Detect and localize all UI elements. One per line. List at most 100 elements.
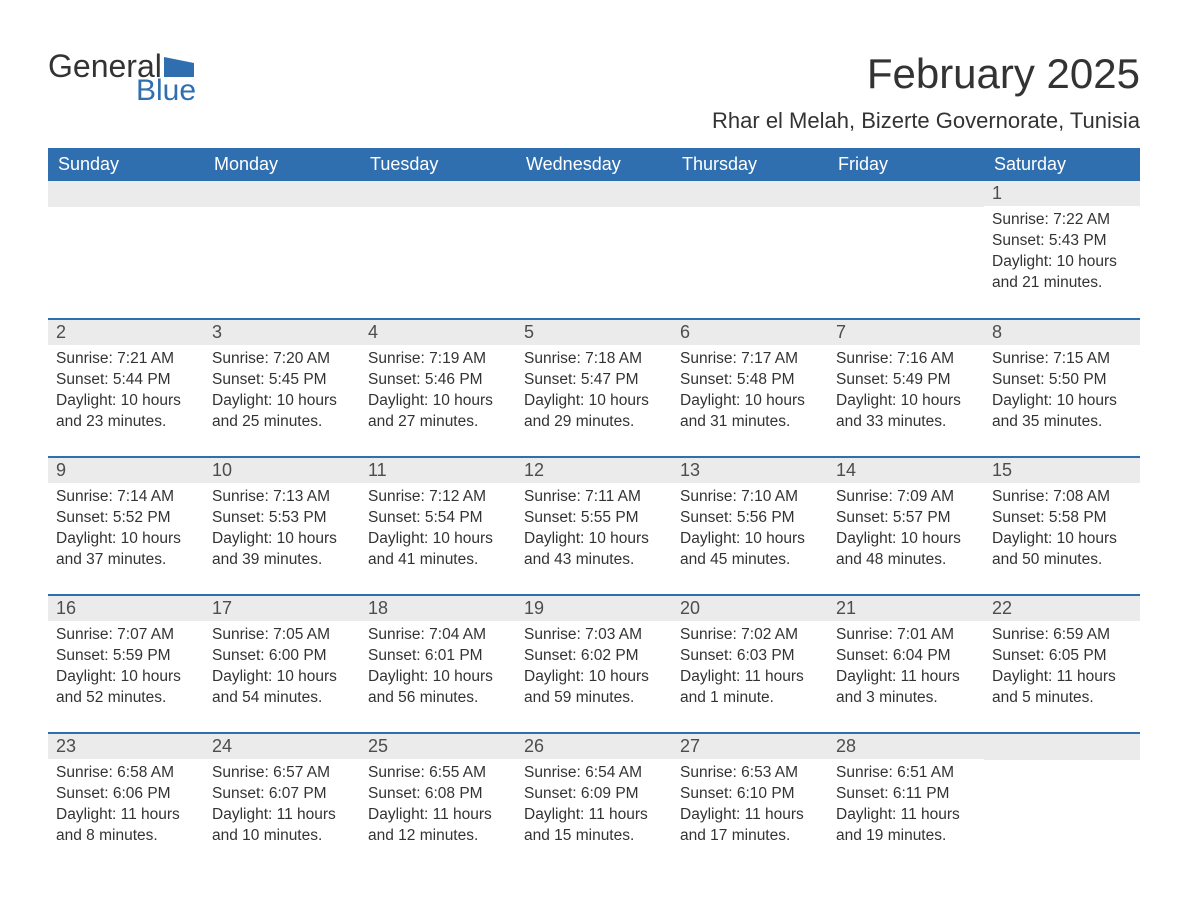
day-cell: 24Sunrise: 6:57 AMSunset: 6:07 PMDayligh… xyxy=(204,733,360,871)
day-cell xyxy=(516,181,672,319)
sunrise-text: Sunrise: 7:02 AM xyxy=(680,625,820,646)
daylight-text: Daylight: 10 hours and 48 minutes. xyxy=(836,529,976,571)
sunset-text: Sunset: 5:50 PM xyxy=(992,370,1132,391)
sunrise-text: Sunrise: 6:54 AM xyxy=(524,763,664,784)
day-cell xyxy=(360,181,516,319)
day-cell: 19Sunrise: 7:03 AMSunset: 6:02 PMDayligh… xyxy=(516,595,672,733)
day-number: 13 xyxy=(672,458,828,483)
sunset-text: Sunset: 5:56 PM xyxy=(680,508,820,529)
daylight-text: Daylight: 10 hours and 45 minutes. xyxy=(680,529,820,571)
sunrise-text: Sunrise: 7:04 AM xyxy=(368,625,508,646)
daylight-text: Daylight: 11 hours and 5 minutes. xyxy=(992,667,1132,709)
daylight-text: Daylight: 10 hours and 27 minutes. xyxy=(368,391,508,433)
day-cell: 5Sunrise: 7:18 AMSunset: 5:47 PMDaylight… xyxy=(516,319,672,457)
day-body: Sunrise: 6:59 AMSunset: 6:05 PMDaylight:… xyxy=(984,621,1140,717)
location: Rhar el Melah, Bizerte Governorate, Tuni… xyxy=(712,108,1140,134)
sunrise-text: Sunrise: 6:55 AM xyxy=(368,763,508,784)
day-number: 23 xyxy=(48,734,204,759)
day-number: 21 xyxy=(828,596,984,621)
sunset-text: Sunset: 5:46 PM xyxy=(368,370,508,391)
sunrise-text: Sunrise: 7:13 AM xyxy=(212,487,352,508)
sunrise-text: Sunrise: 6:53 AM xyxy=(680,763,820,784)
sunset-text: Sunset: 6:04 PM xyxy=(836,646,976,667)
sunset-text: Sunset: 5:48 PM xyxy=(680,370,820,391)
sunset-text: Sunset: 5:44 PM xyxy=(56,370,196,391)
weekday-header: Monday xyxy=(204,148,360,181)
day-number xyxy=(516,181,672,207)
day-number: 16 xyxy=(48,596,204,621)
week-row: 16Sunrise: 7:07 AMSunset: 5:59 PMDayligh… xyxy=(48,595,1140,733)
day-body: Sunrise: 6:57 AMSunset: 6:07 PMDaylight:… xyxy=(204,759,360,855)
sunset-text: Sunset: 6:00 PM xyxy=(212,646,352,667)
daylight-text: Daylight: 10 hours and 56 minutes. xyxy=(368,667,508,709)
day-body: Sunrise: 6:51 AMSunset: 6:11 PMDaylight:… xyxy=(828,759,984,855)
day-cell: 20Sunrise: 7:02 AMSunset: 6:03 PMDayligh… xyxy=(672,595,828,733)
sunset-text: Sunset: 5:43 PM xyxy=(992,231,1132,252)
day-body: Sunrise: 7:05 AMSunset: 6:00 PMDaylight:… xyxy=(204,621,360,717)
sunrise-text: Sunrise: 7:11 AM xyxy=(524,487,664,508)
day-body: Sunrise: 7:13 AMSunset: 5:53 PMDaylight:… xyxy=(204,483,360,579)
day-cell: 26Sunrise: 6:54 AMSunset: 6:09 PMDayligh… xyxy=(516,733,672,871)
sunset-text: Sunset: 5:59 PM xyxy=(56,646,196,667)
day-cell: 7Sunrise: 7:16 AMSunset: 5:49 PMDaylight… xyxy=(828,319,984,457)
day-number: 24 xyxy=(204,734,360,759)
daylight-text: Daylight: 10 hours and 43 minutes. xyxy=(524,529,664,571)
sunrise-text: Sunrise: 6:58 AM xyxy=(56,763,196,784)
day-cell xyxy=(672,181,828,319)
weekday-header: Friday xyxy=(828,148,984,181)
week-row: 23Sunrise: 6:58 AMSunset: 6:06 PMDayligh… xyxy=(48,733,1140,871)
day-number: 27 xyxy=(672,734,828,759)
day-number xyxy=(672,181,828,207)
day-number xyxy=(828,181,984,207)
day-cell: 23Sunrise: 6:58 AMSunset: 6:06 PMDayligh… xyxy=(48,733,204,871)
daylight-text: Daylight: 10 hours and 50 minutes. xyxy=(992,529,1132,571)
sunset-text: Sunset: 5:55 PM xyxy=(524,508,664,529)
sunrise-text: Sunrise: 7:18 AM xyxy=(524,349,664,370)
day-cell: 11Sunrise: 7:12 AMSunset: 5:54 PMDayligh… xyxy=(360,457,516,595)
day-body: Sunrise: 6:55 AMSunset: 6:08 PMDaylight:… xyxy=(360,759,516,855)
daylight-text: Daylight: 11 hours and 3 minutes. xyxy=(836,667,976,709)
day-cell: 15Sunrise: 7:08 AMSunset: 5:58 PMDayligh… xyxy=(984,457,1140,595)
header: General Blue February 2025 Rhar el Melah… xyxy=(48,50,1140,134)
day-body: Sunrise: 7:03 AMSunset: 6:02 PMDaylight:… xyxy=(516,621,672,717)
day-body: Sunrise: 7:11 AMSunset: 5:55 PMDaylight:… xyxy=(516,483,672,579)
sunrise-text: Sunrise: 7:08 AM xyxy=(992,487,1132,508)
sunrise-text: Sunrise: 7:01 AM xyxy=(836,625,976,646)
sunrise-text: Sunrise: 7:14 AM xyxy=(56,487,196,508)
sunset-text: Sunset: 5:57 PM xyxy=(836,508,976,529)
day-number xyxy=(48,181,204,207)
weekday-header: Wednesday xyxy=(516,148,672,181)
day-body: Sunrise: 7:21 AMSunset: 5:44 PMDaylight:… xyxy=(48,345,204,441)
day-cell: 12Sunrise: 7:11 AMSunset: 5:55 PMDayligh… xyxy=(516,457,672,595)
day-number: 17 xyxy=(204,596,360,621)
day-number: 5 xyxy=(516,320,672,345)
sunset-text: Sunset: 5:53 PM xyxy=(212,508,352,529)
sunrise-text: Sunrise: 7:12 AM xyxy=(368,487,508,508)
sunset-text: Sunset: 6:07 PM xyxy=(212,784,352,805)
sunrise-text: Sunrise: 7:22 AM xyxy=(992,210,1132,231)
daylight-text: Daylight: 10 hours and 21 minutes. xyxy=(992,252,1132,294)
day-number: 4 xyxy=(360,320,516,345)
day-cell xyxy=(828,181,984,319)
daylight-text: Daylight: 11 hours and 19 minutes. xyxy=(836,805,976,847)
sunrise-text: Sunrise: 7:07 AM xyxy=(56,625,196,646)
sunset-text: Sunset: 6:11 PM xyxy=(836,784,976,805)
weekday-header: Saturday xyxy=(984,148,1140,181)
day-body: Sunrise: 7:01 AMSunset: 6:04 PMDaylight:… xyxy=(828,621,984,717)
daylight-text: Daylight: 10 hours and 52 minutes. xyxy=(56,667,196,709)
day-body: Sunrise: 7:17 AMSunset: 5:48 PMDaylight:… xyxy=(672,345,828,441)
day-cell xyxy=(984,733,1140,871)
day-number: 9 xyxy=(48,458,204,483)
day-body: Sunrise: 7:02 AMSunset: 6:03 PMDaylight:… xyxy=(672,621,828,717)
day-cell: 9Sunrise: 7:14 AMSunset: 5:52 PMDaylight… xyxy=(48,457,204,595)
day-number: 18 xyxy=(360,596,516,621)
day-number: 19 xyxy=(516,596,672,621)
sunset-text: Sunset: 6:01 PM xyxy=(368,646,508,667)
daylight-text: Daylight: 11 hours and 15 minutes. xyxy=(524,805,664,847)
day-body: Sunrise: 6:54 AMSunset: 6:09 PMDaylight:… xyxy=(516,759,672,855)
day-number: 1 xyxy=(984,181,1140,206)
sunrise-text: Sunrise: 6:57 AM xyxy=(212,763,352,784)
title-block: February 2025 Rhar el Melah, Bizerte Gov… xyxy=(712,50,1140,134)
sunrise-text: Sunrise: 7:03 AM xyxy=(524,625,664,646)
sunset-text: Sunset: 5:45 PM xyxy=(212,370,352,391)
